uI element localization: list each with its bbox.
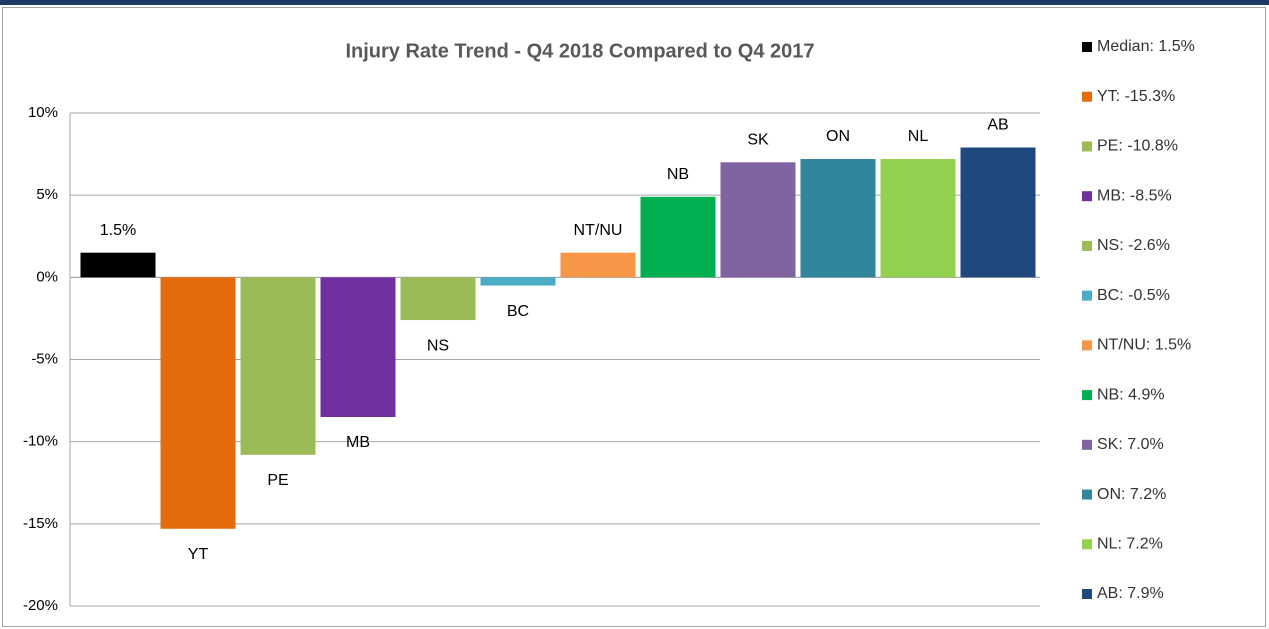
bar	[400, 277, 476, 321]
y-tick-label: -5%	[31, 350, 58, 367]
legend-label: AB: 7.9%	[1097, 585, 1164, 602]
legend-label: PE: -10.8%	[1097, 138, 1178, 155]
y-tick-label: -15%	[23, 515, 58, 532]
bar	[640, 196, 716, 278]
bar-category-label: AB	[987, 117, 1008, 134]
legend-swatch	[1082, 42, 1092, 52]
legend-label: MB: -8.5%	[1097, 187, 1172, 204]
bar-category-label: SK	[747, 132, 769, 149]
bar-category-label: MB	[346, 434, 370, 451]
y-tick-label: -20%	[23, 597, 58, 614]
bar	[160, 277, 236, 529]
bar	[880, 159, 956, 278]
legend-swatch	[1082, 390, 1092, 401]
bar-category-label: BC	[507, 303, 529, 320]
data-label: 1.5%	[100, 222, 136, 239]
legend-label: NB: 4.9%	[1097, 386, 1165, 403]
bar	[800, 159, 876, 278]
legend-swatch	[1082, 489, 1092, 500]
legend-swatch	[1082, 589, 1092, 599]
bar	[320, 277, 396, 418]
legend-label: NS: -2.6%	[1097, 237, 1170, 254]
bar	[960, 147, 1036, 278]
bar	[720, 162, 796, 278]
bar	[240, 277, 316, 455]
y-tick-label: 10%	[28, 104, 58, 121]
bar	[80, 252, 156, 278]
legend-swatch	[1082, 290, 1092, 301]
legend-swatch	[1082, 439, 1092, 450]
legend-swatch	[1082, 141, 1092, 152]
legend-label: NT/NU: 1.5%	[1097, 337, 1191, 354]
bar	[560, 252, 636, 278]
legend-label: ON: 7.2%	[1097, 486, 1166, 503]
legend-label: NL: 7.2%	[1097, 535, 1163, 552]
bar-category-label: NT/NU	[574, 222, 623, 239]
legend-swatch	[1082, 539, 1092, 550]
y-tick-label: 5%	[36, 186, 58, 203]
bar-category-label: NS	[427, 337, 449, 354]
legend-label: YT: -15.3%	[1097, 88, 1175, 105]
bar-category-label: NB	[667, 166, 689, 183]
bar-category-label: YT	[188, 546, 209, 563]
legend-label: BC: -0.5%	[1097, 287, 1170, 304]
legend-swatch	[1082, 340, 1092, 351]
y-tick-label: 0%	[36, 268, 58, 285]
bar-category-label: NL	[908, 128, 929, 145]
legend-swatch	[1082, 240, 1092, 251]
legend-swatch	[1082, 91, 1092, 102]
top-bar	[0, 0, 1269, 5]
y-tick-label: -10%	[23, 433, 58, 450]
legend-swatch	[1082, 191, 1092, 202]
bar-category-label: PE	[267, 472, 288, 489]
chart-title: Injury Rate Trend - Q4 2018 Compared to …	[345, 40, 814, 62]
bar-category-label: ON	[826, 128, 850, 145]
legend-label: Median: 1.5%	[1097, 38, 1195, 55]
bar	[480, 277, 556, 286]
legend-label: SK: 7.0%	[1097, 436, 1164, 453]
